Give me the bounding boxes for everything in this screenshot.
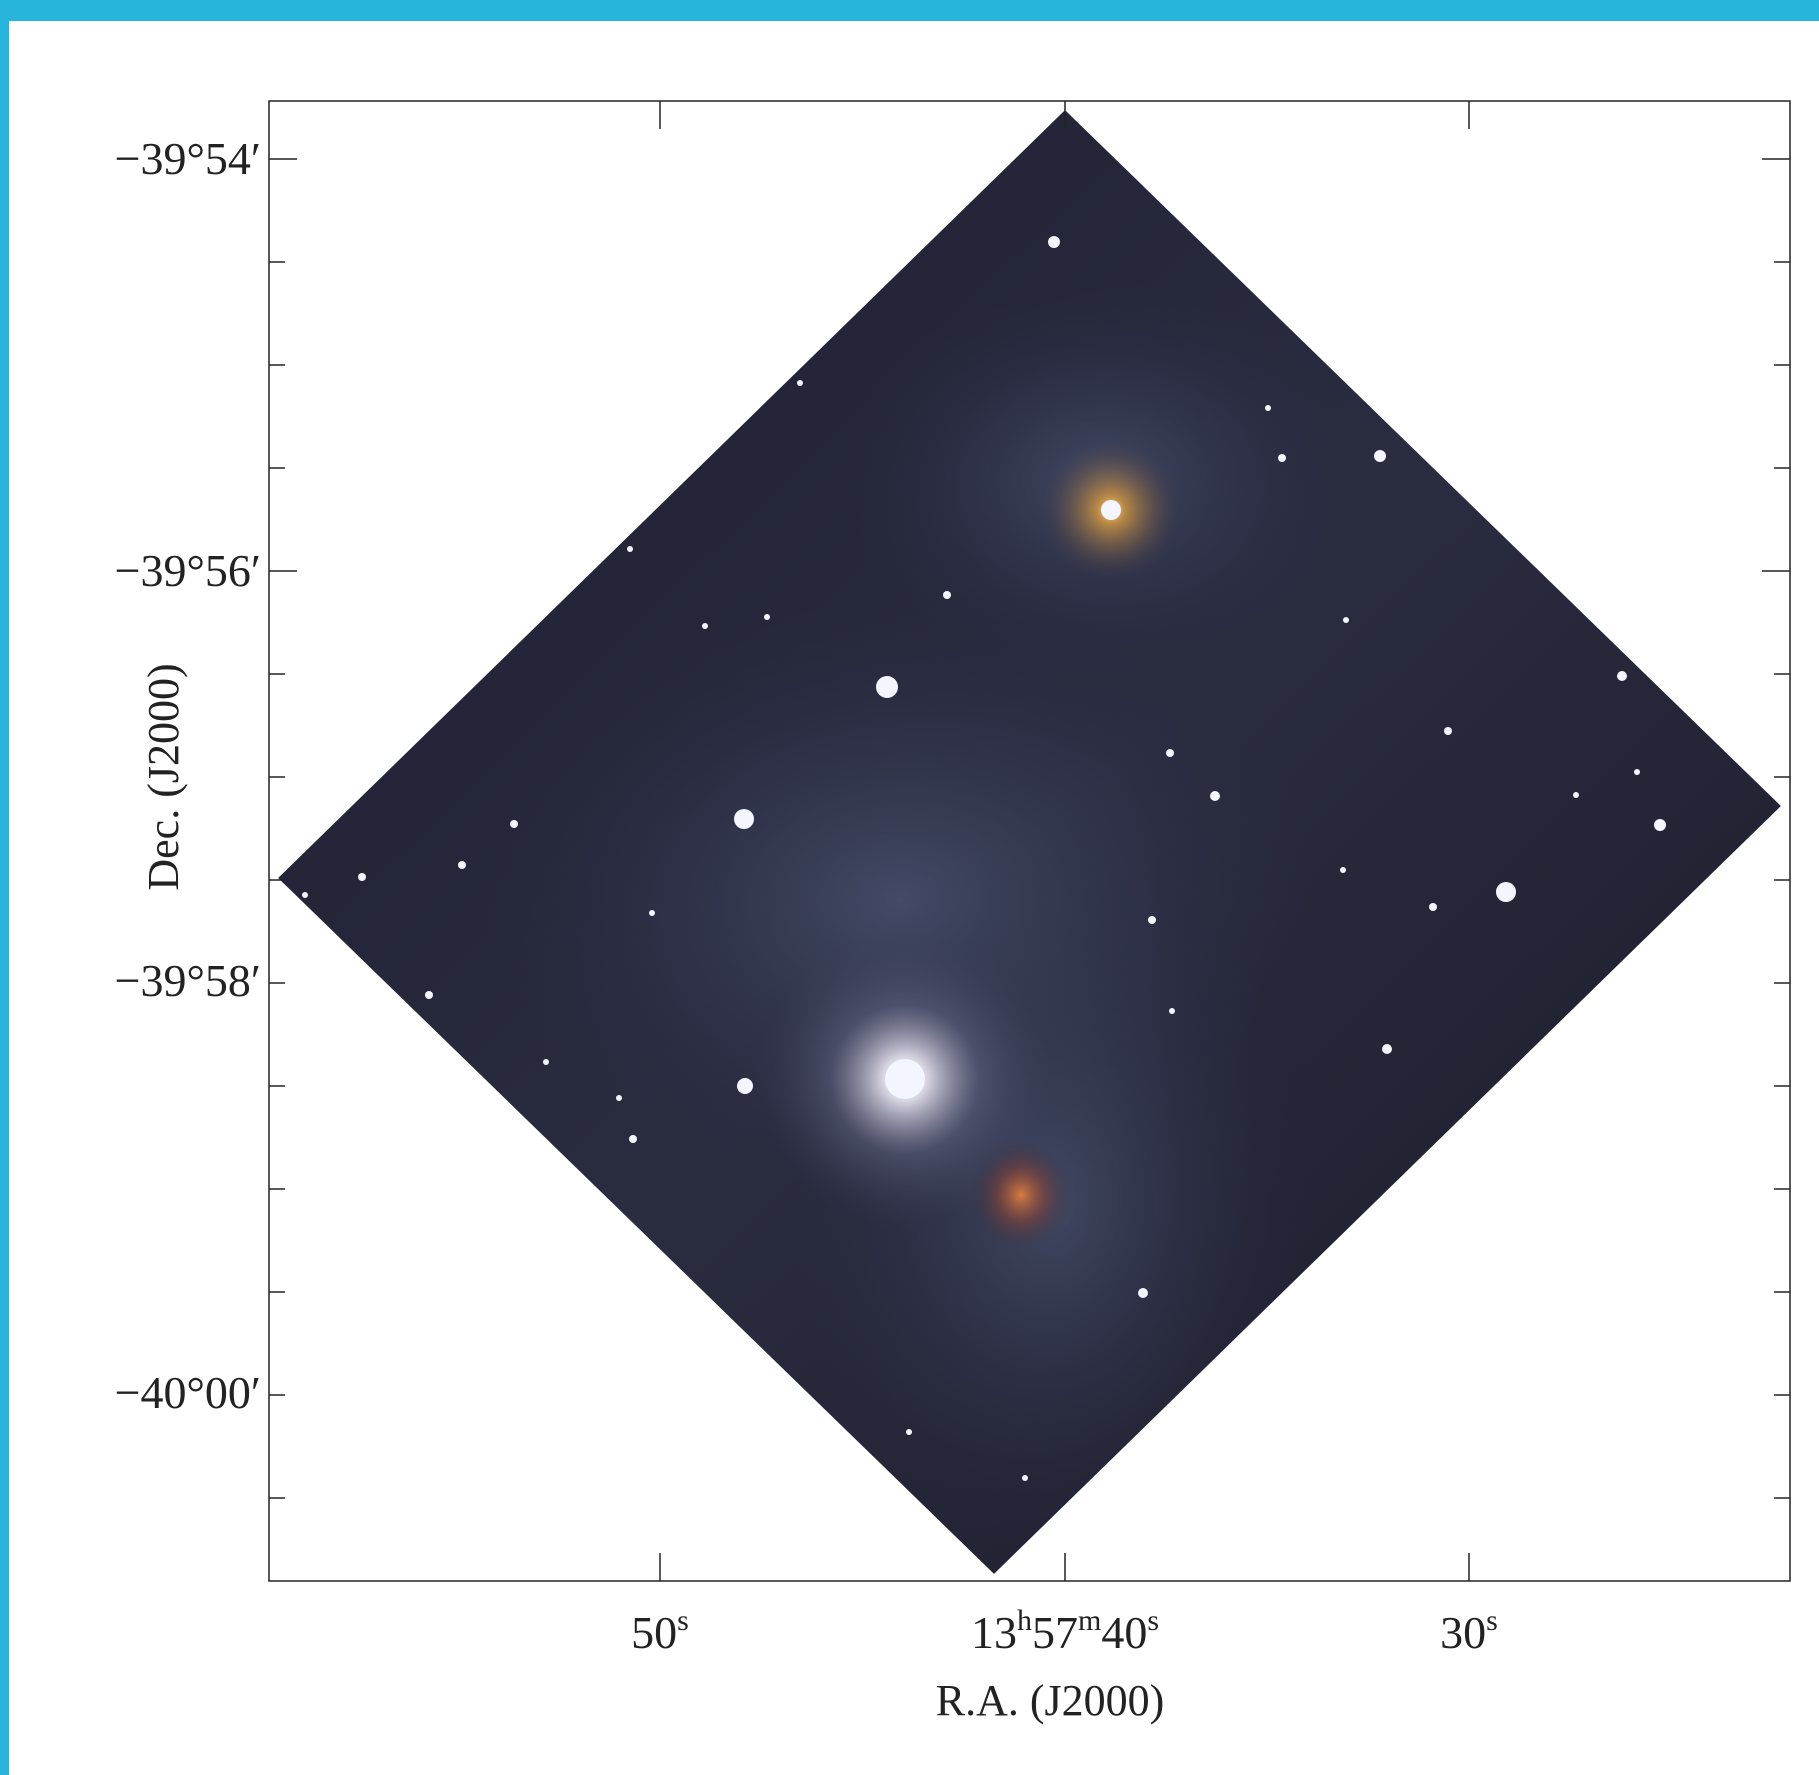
star: [1022, 1475, 1028, 1481]
star: [1278, 454, 1286, 462]
star: [629, 1135, 637, 1143]
star: [543, 1059, 549, 1065]
star: [1634, 769, 1640, 775]
star: [302, 892, 308, 898]
superscript: s: [1147, 1604, 1159, 1637]
star: [943, 591, 951, 599]
page: −39°54′−39°56′−39°58′−40°00′50s13h57m40s…: [0, 0, 1819, 1775]
superscript: s: [677, 1604, 689, 1637]
x-tick-label: 13h57m40s: [971, 1604, 1159, 1658]
star: [1343, 617, 1349, 623]
star: [1573, 792, 1579, 798]
star: [425, 991, 433, 999]
star: [458, 861, 466, 869]
star: [797, 380, 803, 386]
star: [358, 873, 366, 881]
y-tick-label: −39°54′: [115, 133, 261, 184]
star: [1382, 1044, 1392, 1054]
star: [1048, 236, 1060, 248]
star: [1101, 500, 1121, 520]
y-tick-label: −39°58′: [115, 955, 261, 1006]
superscript: m: [1078, 1604, 1101, 1637]
x-axis-title: R.A. (J2000): [936, 1676, 1165, 1725]
star: [510, 820, 518, 828]
y-tick-label: −39°56′: [115, 545, 261, 596]
star: [1374, 450, 1386, 462]
tick-text: 30: [1440, 1607, 1486, 1658]
y-axis-title: Dec. (J2000): [139, 663, 188, 890]
star: [1617, 671, 1627, 681]
star: [627, 546, 633, 552]
y-tick-label: −40°00′: [115, 1367, 261, 1418]
figure: −39°54′−39°56′−39°58′−40°00′50s13h57m40s…: [0, 0, 1819, 1775]
tick-text: 40: [1101, 1607, 1147, 1658]
star: [1210, 791, 1220, 801]
tick-text: 13: [971, 1607, 1017, 1658]
star: [1429, 903, 1437, 911]
star: [906, 1429, 912, 1435]
star: [649, 910, 655, 916]
star: [1138, 1288, 1148, 1298]
star: [1265, 405, 1271, 411]
star: [1340, 867, 1346, 873]
star: [737, 1078, 753, 1094]
star: [616, 1095, 622, 1101]
star: [1654, 819, 1666, 831]
star: [764, 614, 770, 620]
star: [1148, 916, 1156, 924]
star: [734, 809, 754, 829]
star: [1496, 882, 1516, 902]
star: [876, 676, 898, 698]
tick-text: 50: [631, 1607, 677, 1658]
star: [885, 1059, 925, 1099]
star: [1169, 1008, 1175, 1014]
star: [702, 623, 708, 629]
star: [1166, 749, 1174, 757]
tick-text: 57: [1032, 1607, 1078, 1658]
superscript: s: [1486, 1604, 1498, 1637]
superscript: h: [1017, 1604, 1032, 1637]
star: [1444, 727, 1452, 735]
